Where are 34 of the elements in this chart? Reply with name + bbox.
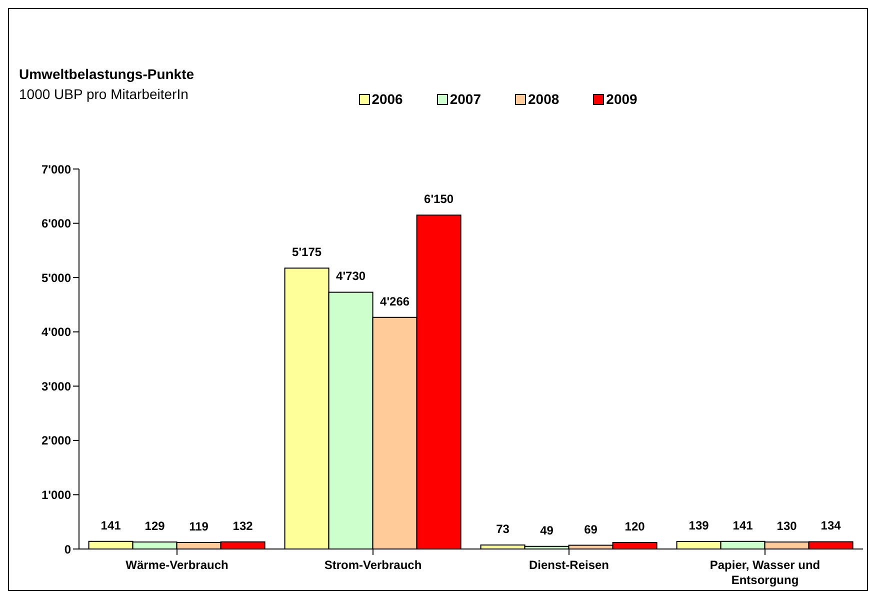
data-label: 73 xyxy=(496,522,510,536)
y-tick-label: 5'000 xyxy=(41,270,72,285)
chart-subtitle: 1000 UBP pro MitarbeiterIn xyxy=(19,86,188,102)
data-label: 139 xyxy=(688,518,710,532)
x-tick-label: Dienst-Reisen xyxy=(528,558,610,572)
y-tick-label: 1'000 xyxy=(41,488,72,502)
data-label: 129 xyxy=(144,518,166,533)
data-label: 130 xyxy=(776,518,798,533)
data-label: 132 xyxy=(232,518,254,533)
data-label: 134 xyxy=(820,518,842,533)
data-label: 141 xyxy=(100,518,122,532)
x-tick-label: Wärme-Verbrauch xyxy=(126,558,228,572)
legend-label: 2009 xyxy=(605,91,638,107)
data-label: 69 xyxy=(584,522,598,536)
chart-title: Umweltbelastungs-Punkte xyxy=(19,66,194,82)
y-tick-label: 2'000 xyxy=(41,434,72,448)
legend-label: 2008 xyxy=(527,91,560,107)
data-label: 4'730 xyxy=(336,269,366,284)
x-tick-label: Papier, Wasser und Entsorgung xyxy=(710,558,820,587)
data-label: 119 xyxy=(189,520,209,534)
x-tick-label: Strom-Verbrauch xyxy=(324,558,422,572)
data-label: 120 xyxy=(624,519,646,534)
y-tick-label: 0 xyxy=(64,542,72,556)
y-tick-label: 3'000 xyxy=(41,379,72,394)
y-tick-label: 6'000 xyxy=(41,216,72,231)
legend-label: 2006 xyxy=(370,91,403,107)
data-label: 141 xyxy=(732,518,754,532)
data-label: 5'175 xyxy=(292,245,322,260)
legend-label: 2007 xyxy=(448,91,481,107)
data-label: 49 xyxy=(540,523,554,538)
y-tick-label: 4'000 xyxy=(41,325,72,340)
y-tick-label: 7'000 xyxy=(41,162,72,176)
data-label: 6'150 xyxy=(424,192,454,206)
data-label: 4'266 xyxy=(380,294,410,308)
